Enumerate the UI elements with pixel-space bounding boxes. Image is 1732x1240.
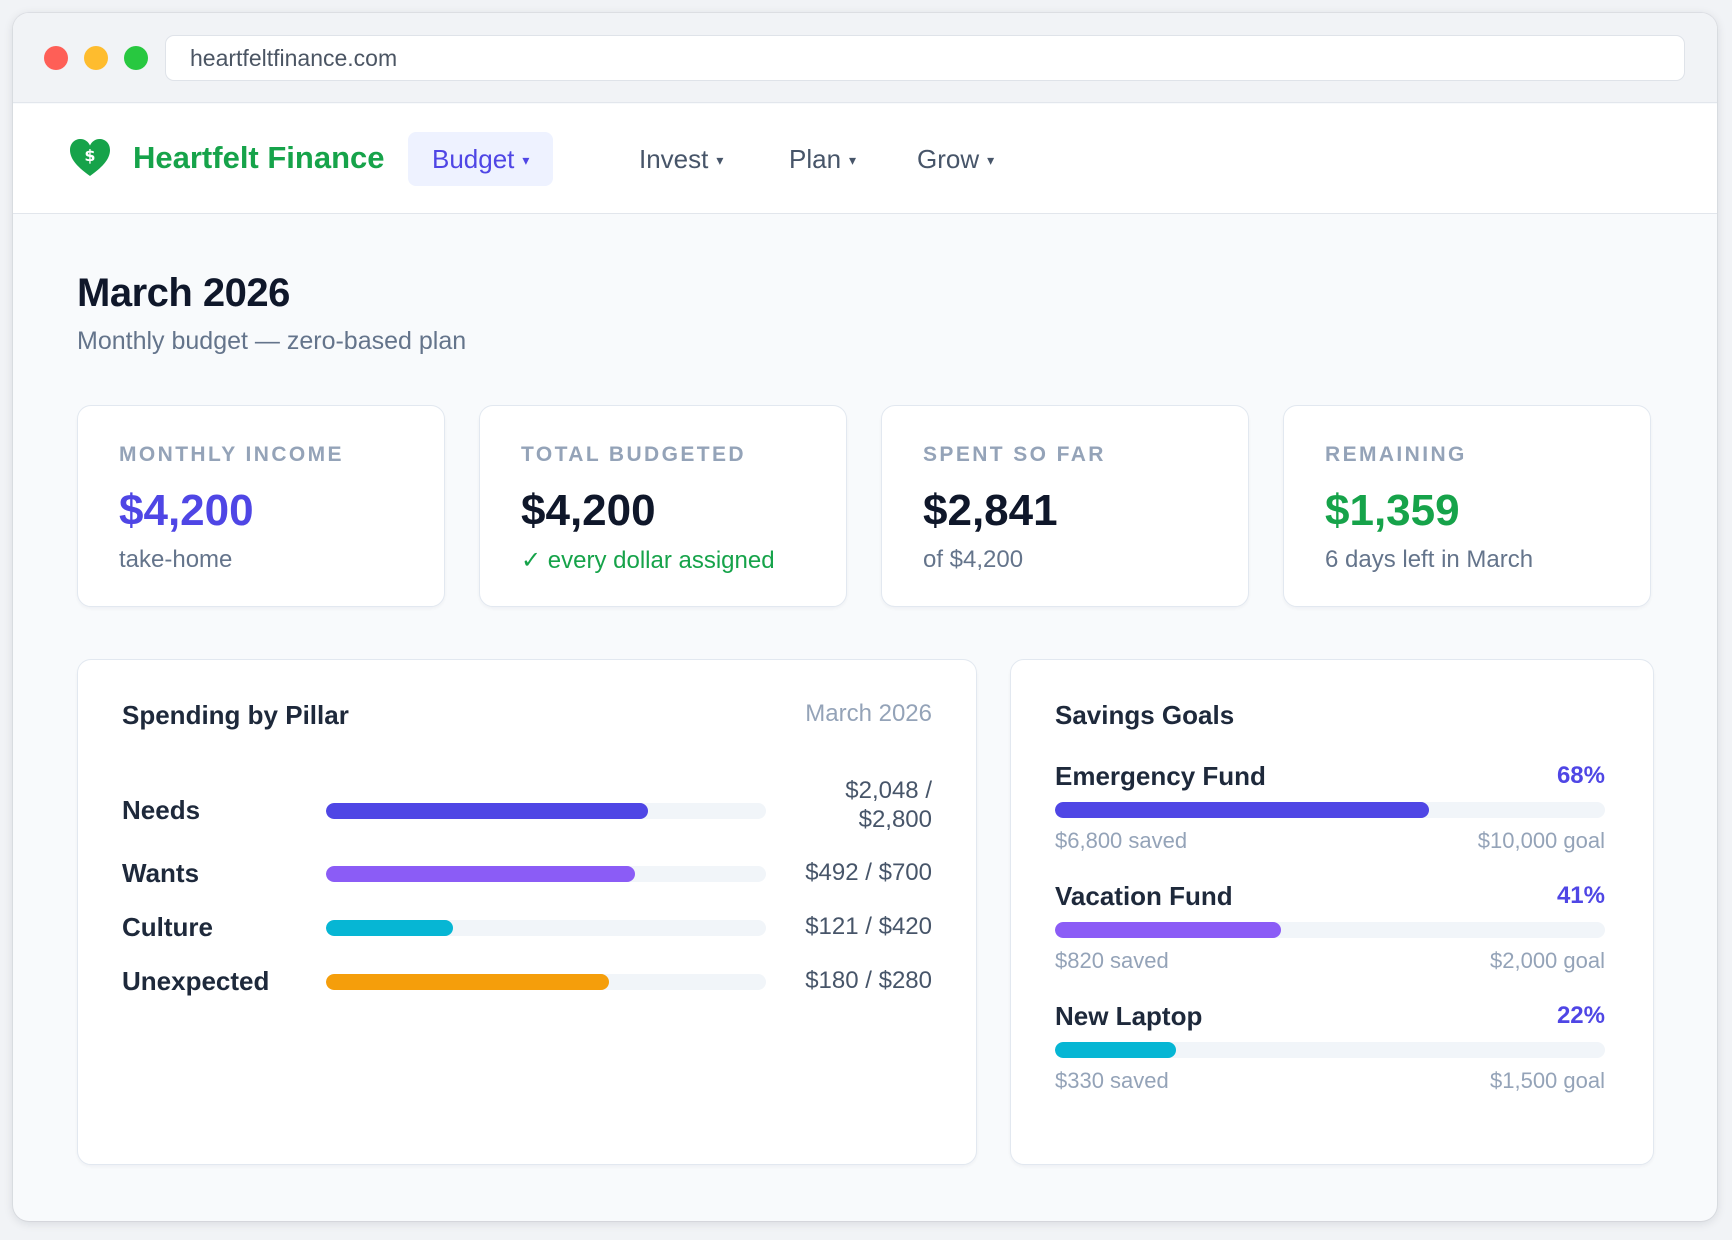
nav-budget-label: Budget bbox=[432, 144, 515, 174]
pillar-amount: $180 / $280 bbox=[805, 967, 932, 994]
pillar-amount: $492 / $700 bbox=[805, 859, 932, 886]
pillar-row-needs: Needs $2,048 / $2,800 bbox=[78, 777, 976, 833]
savings-goals-panel: Savings Goals Emergency Fund 68% $6,800 … bbox=[1010, 659, 1654, 1165]
nav-plan-label: Plan bbox=[789, 144, 842, 174]
pillar-amount: $121 / $420 bbox=[805, 913, 932, 940]
goal-percent: 41% bbox=[1556, 882, 1605, 909]
stat-card-income: MONTHLY INCOME $4,200 take-home bbox=[77, 405, 445, 607]
goal-target: $10,000 goal bbox=[1477, 828, 1605, 853]
pillar-name: Unexpected bbox=[122, 966, 270, 996]
stat-value: $4,200 bbox=[119, 486, 254, 535]
goal-percent: 22% bbox=[1556, 1002, 1605, 1029]
chevron-down-icon: ▾ bbox=[522, 152, 530, 168]
browser-titlebar: heartfeltfinance.com bbox=[13, 13, 1717, 103]
page-subtitle: Monthly budget — zero-based plan bbox=[77, 327, 467, 355]
stat-note: 6 days left in March bbox=[1325, 546, 1534, 573]
goal-saved: $6,800 saved bbox=[1055, 828, 1188, 853]
stat-label: REMAINING bbox=[1325, 443, 1467, 466]
pillar-progress-fill bbox=[326, 803, 648, 819]
page-title: March 2026 bbox=[77, 271, 290, 315]
spending-by-pillar-panel: Spending by Pillar March 2026 Needs $2,0… bbox=[77, 659, 977, 1165]
pillar-row-wants: Wants $492 / $700 bbox=[78, 853, 976, 893]
pillar-name: Needs bbox=[122, 795, 201, 825]
stat-card-spent: SPENT SO FAR $2,841 of $4,200 bbox=[881, 405, 1249, 607]
nav-invest[interactable]: Invest ▾ bbox=[639, 132, 723, 186]
goal-name: Vacation Fund bbox=[1055, 881, 1233, 911]
goal-vacation-fund: Vacation Fund 41% $820 saved $2,000 goal bbox=[1055, 880, 1605, 990]
nav-plan[interactable]: Plan ▾ bbox=[789, 132, 856, 186]
pillar-row-culture: Culture $121 / $420 bbox=[78, 907, 976, 947]
goal-progress-track bbox=[1055, 802, 1605, 818]
minimize-window-button[interactable] bbox=[84, 46, 108, 70]
brand-name: Heartfelt Finance bbox=[133, 140, 385, 175]
pillar-row-unexpected: Unexpected $180 / $280 bbox=[78, 961, 976, 1001]
pillar-progress-track bbox=[326, 866, 766, 882]
pillar-name: Culture bbox=[122, 912, 213, 942]
goal-percent: 68% bbox=[1556, 762, 1605, 789]
goal-saved: $820 saved bbox=[1055, 948, 1169, 973]
goal-progress-fill bbox=[1055, 1042, 1176, 1058]
goal-target: $1,500 goal bbox=[1490, 1068, 1605, 1093]
pillar-progress-track bbox=[326, 803, 766, 819]
goal-new-laptop: New Laptop 22% $330 saved $1,500 goal bbox=[1055, 1000, 1605, 1110]
panel-title: Spending by Pillar bbox=[122, 700, 349, 730]
chevron-down-icon: ▾ bbox=[849, 152, 857, 168]
address-bar[interactable]: heartfeltfinance.com bbox=[165, 35, 1685, 81]
goal-target: $2,000 goal bbox=[1490, 948, 1605, 973]
goal-name: New Laptop bbox=[1055, 1001, 1203, 1031]
browser-window: heartfeltfinance.com $ Heartfelt Finance… bbox=[13, 13, 1717, 1221]
goal-progress-fill bbox=[1055, 802, 1429, 818]
pillar-progress-fill bbox=[326, 920, 453, 936]
close-window-button[interactable] bbox=[44, 46, 68, 70]
nav-invest-label: Invest bbox=[639, 144, 709, 174]
stat-value: $4,200 bbox=[521, 486, 656, 535]
stat-label: MONTHLY INCOME bbox=[119, 443, 344, 466]
stat-label: TOTAL BUDGETED bbox=[521, 443, 746, 466]
stat-value: $2,841 bbox=[923, 486, 1058, 535]
stat-note: of $4,200 bbox=[923, 546, 1024, 573]
pillar-amount-line: $2,048 / bbox=[845, 777, 932, 804]
stat-card-budgeted: TOTAL BUDGETED $4,200 ✓ every dollar ass… bbox=[479, 405, 847, 607]
stat-card-remaining: REMAINING $1,359 6 days left in March bbox=[1283, 405, 1651, 607]
top-navbar: $ Heartfelt Finance Budget ▾ Invest ▾ Plan… bbox=[13, 104, 1717, 214]
svg-text:$: $ bbox=[84, 146, 95, 165]
panel-date: March 2026 bbox=[805, 700, 932, 727]
nav-grow[interactable]: Grow ▾ bbox=[917, 132, 994, 186]
pillar-progress-fill bbox=[326, 866, 636, 882]
stat-label: SPENT SO FAR bbox=[923, 443, 1106, 466]
heart-dollar-icon: $ bbox=[70, 139, 110, 176]
goal-progress-track bbox=[1055, 1042, 1605, 1058]
brand-logo-link[interactable]: $ Heartfelt Finance bbox=[69, 138, 385, 178]
goal-emergency-fund: Emergency Fund 68% $6,800 saved $10,000 … bbox=[1055, 760, 1605, 870]
pillar-name: Wants bbox=[122, 858, 200, 888]
nav-grow-label: Grow bbox=[917, 144, 980, 174]
stat-note: take-home bbox=[119, 546, 233, 573]
pillar-amount-line: $2,800 bbox=[858, 806, 932, 833]
maximize-window-button[interactable] bbox=[124, 46, 148, 70]
pillar-amount: $2,048 / $2,800 bbox=[752, 776, 932, 834]
pillar-progress-track bbox=[326, 974, 766, 990]
chevron-down-icon: ▾ bbox=[987, 152, 995, 168]
goal-name: Emergency Fund bbox=[1055, 761, 1266, 791]
goal-progress-track bbox=[1055, 922, 1605, 938]
goal-saved: $330 saved bbox=[1055, 1068, 1169, 1093]
goal-progress-fill bbox=[1055, 922, 1281, 938]
panel-title: Savings Goals bbox=[1055, 700, 1235, 730]
stat-note: ✓ every dollar assigned bbox=[521, 547, 775, 574]
stat-value: $1,359 bbox=[1325, 486, 1460, 535]
pillar-progress-track bbox=[326, 920, 766, 936]
nav-budget[interactable]: Budget ▾ bbox=[408, 132, 554, 186]
chevron-down-icon: ▾ bbox=[716, 152, 724, 168]
pillar-progress-fill bbox=[326, 974, 609, 990]
